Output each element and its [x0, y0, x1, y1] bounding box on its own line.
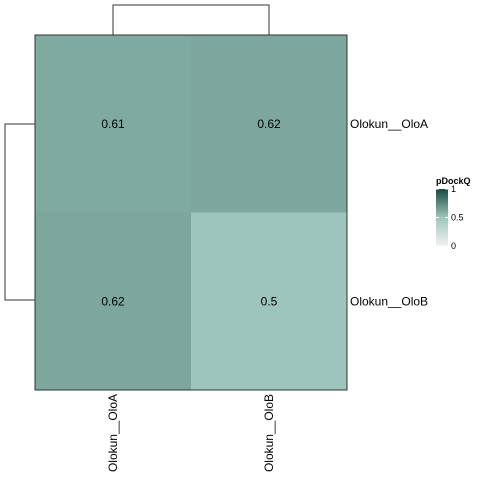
cell-value-label: 0.62: [257, 117, 281, 131]
cell-value-label: 0.62: [101, 294, 125, 308]
legend-colorbar: [436, 189, 448, 246]
cell-value-label: 0.5: [261, 294, 278, 308]
legend-title: pDockQ: [436, 176, 471, 186]
legend-ticks: 10.50: [436, 184, 464, 251]
legend-tick-label: 1: [451, 184, 456, 194]
cell-value-label: 0.61: [101, 117, 125, 131]
heatmap-cell: [191, 212, 347, 390]
heatmap-cells: [35, 35, 347, 390]
legend-tick-label: 0.5: [451, 213, 464, 223]
row-label: Olokun__OloB: [350, 294, 428, 308]
column-dendrogram: [112, 4, 270, 35]
cell-value-labels: 0.61 0.62 0.62 0.5: [101, 117, 281, 309]
column-label: Olokun__OloA: [106, 394, 120, 472]
heatmap-cell: [35, 35, 191, 213]
color-legend: pDockQ 10.50: [436, 176, 471, 251]
row-label: Olokun__OloA: [350, 117, 428, 131]
column-labels: Olokun__OloA Olokun__OloB: [106, 394, 276, 472]
row-labels: Olokun__OloA Olokun__OloB: [350, 117, 428, 309]
row-dendrogram: [4, 123, 35, 301]
heatmap-border: [34, 34, 348, 391]
legend-tick-label: 0: [451, 241, 456, 251]
heatmap-cell: [191, 35, 347, 213]
heatmap-cell: [35, 212, 191, 390]
column-label: Olokun__OloB: [262, 394, 276, 472]
